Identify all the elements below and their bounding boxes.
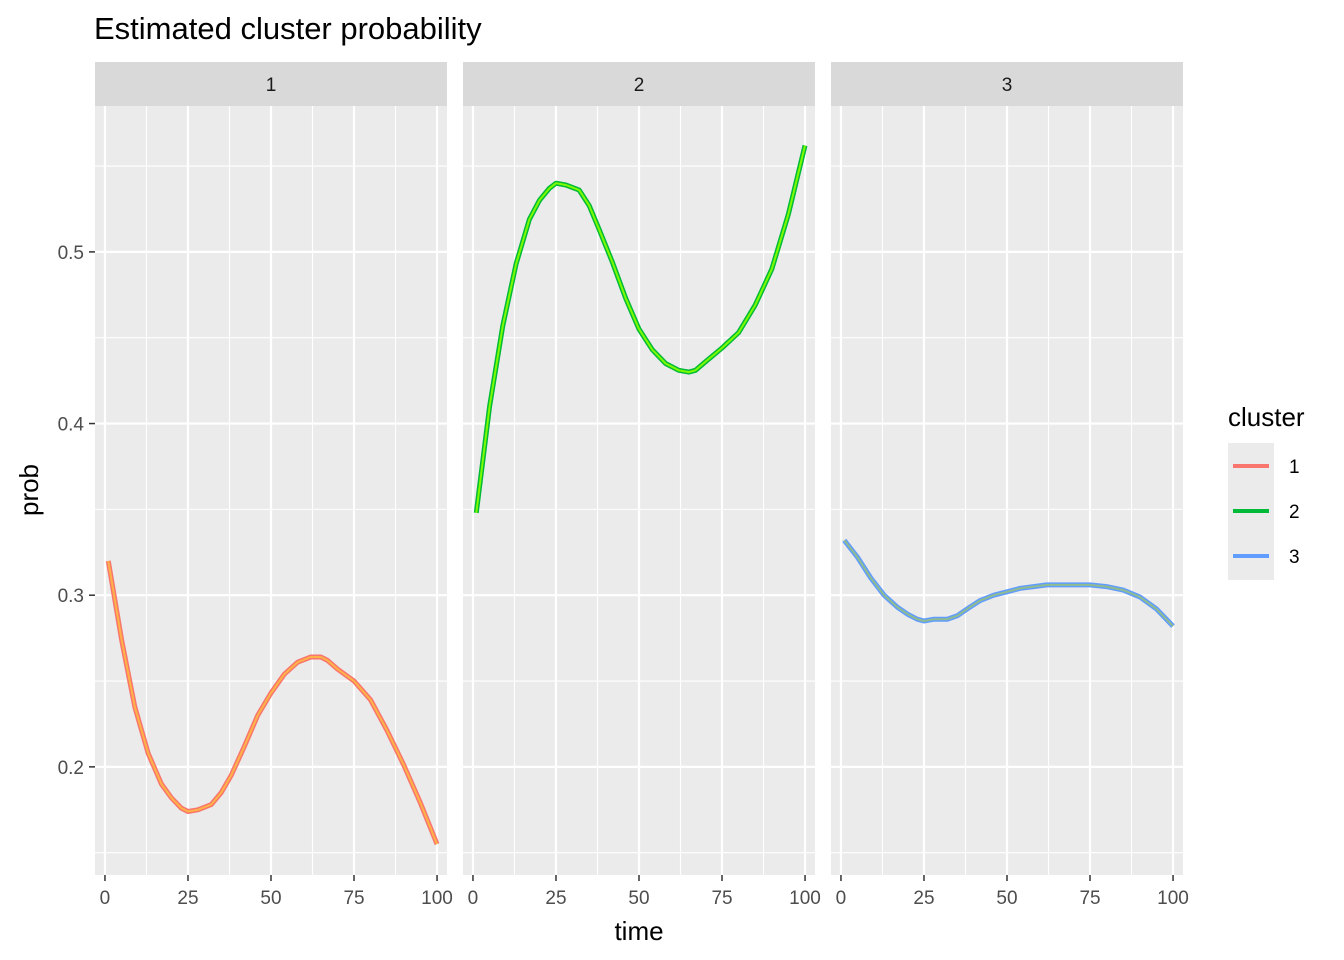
y-axis: 0.2 0.3 0.4 0.5 [58, 243, 95, 779]
x-tick-label: 0 [100, 888, 111, 909]
x-tick-label: 50 [628, 888, 649, 909]
strip-label: 2 [634, 75, 645, 96]
x-tick-label: 0 [468, 888, 479, 909]
y-tick-label: 0.3 [58, 586, 84, 607]
x-tick-label: 75 [343, 888, 364, 909]
legend-label-cluster-2: 2 [1289, 502, 1300, 523]
x-tick-label: 25 [545, 888, 566, 909]
legend-label-cluster-1: 1 [1289, 457, 1300, 478]
x-tick-label: 75 [711, 888, 732, 909]
x-tick-label: 25 [177, 888, 198, 909]
series-line-highlight-cluster-1 [107, 560, 438, 845]
x-tick-label: 0 [836, 888, 847, 909]
strip-label: 3 [1002, 75, 1013, 96]
y-tick-label: 0.4 [58, 415, 85, 436]
x-tick-label: 50 [260, 888, 281, 909]
legend: cluster 1 2 3 [1228, 402, 1305, 580]
strip-background [95, 62, 447, 106]
x-tick-label: 75 [1079, 888, 1100, 909]
x-axis-title: time [614, 916, 663, 946]
series-line-highlight-cluster-3 [843, 539, 1174, 627]
panel-3: 3 0 25 50 75 100 [831, 62, 1189, 909]
y-tick-label: 0.2 [58, 758, 84, 779]
panels: 1 0 25 50 75 100 2 0 25 50 75 100 3 0 25 50 75 100 [95, 62, 1189, 909]
panel-2: 2 0 25 50 75 100 [463, 62, 821, 909]
panel-1: 1 0 25 50 75 100 [95, 62, 453, 909]
x-tick-label: 100 [421, 888, 453, 909]
x-tick-label: 100 [1157, 888, 1189, 909]
x-tick-label: 50 [996, 888, 1017, 909]
y-tick-label: 0.5 [58, 243, 84, 264]
x-tick-label: 25 [913, 888, 934, 909]
strip-background [463, 62, 815, 106]
legend-label-cluster-3: 3 [1289, 547, 1300, 568]
y-axis-title: prob [14, 464, 44, 516]
legend-entries: 1 2 3 [1233, 457, 1300, 568]
series-line-highlight-cluster-2 [475, 145, 806, 513]
strip-background [831, 62, 1183, 106]
x-tick-label: 100 [789, 888, 821, 909]
chart-title: Estimated cluster probability [94, 11, 482, 46]
legend-title: cluster [1228, 402, 1305, 432]
strip-label: 1 [266, 75, 277, 96]
